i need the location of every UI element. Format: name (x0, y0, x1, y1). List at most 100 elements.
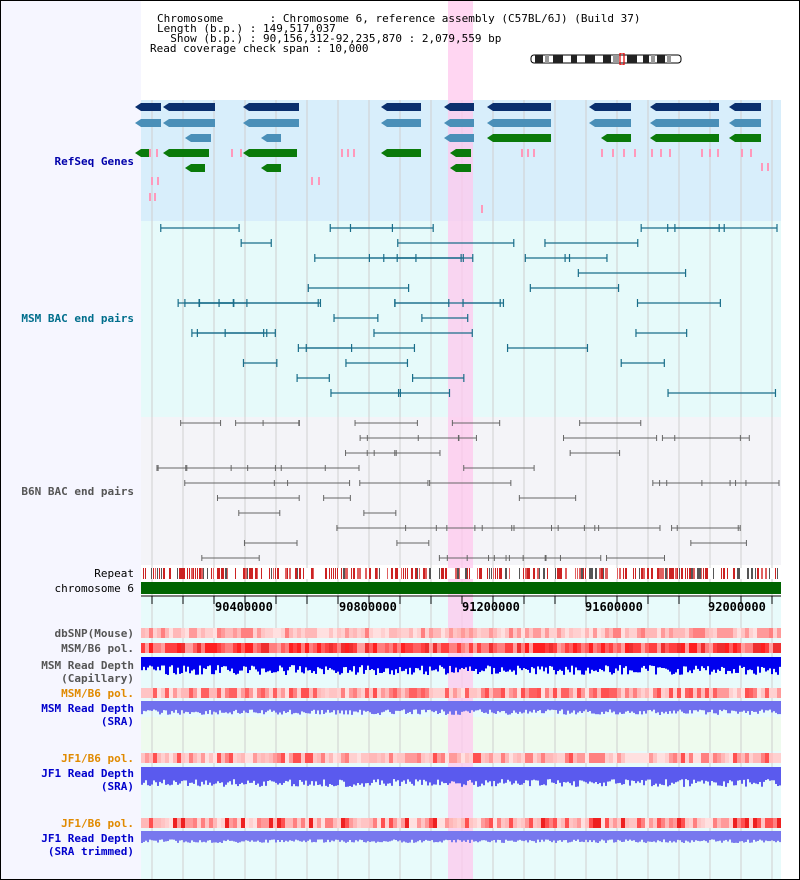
msm-b6-pol-sra-heat (169, 688, 173, 698)
jf1-read-depth-bar (215, 767, 217, 784)
jf1-read-depth-bar (617, 767, 619, 784)
track-label-column (1, 1, 141, 879)
jf1-read-depth-bar (775, 767, 777, 784)
msm-b6-pol-sra-label[interactable]: MSM/B6 pol. (61, 687, 134, 700)
jf1-b6-pol-heat (189, 753, 193, 763)
axis-tick-label: 91600000 (585, 600, 643, 614)
jf1-read-depth-trimmed-bar (529, 831, 531, 841)
gene-block (387, 149, 421, 157)
jf1-read-depth-bar (429, 767, 431, 783)
jf1-read-depth-trimmed-bar (645, 831, 647, 843)
dbsnp-heat (337, 628, 341, 638)
refseq-genes-label[interactable]: RefSeq Genes (54, 155, 134, 168)
msm-read-depth-capillary-bar (195, 657, 197, 675)
dbsnp-heat (149, 628, 153, 638)
jf1-read-depth-trimmed-bar (211, 831, 213, 843)
msm-read-depth-sra-bar (411, 701, 413, 715)
jf1-b6-pol-trimmed-heat (761, 818, 765, 828)
repeat-element (769, 568, 770, 579)
dbsnp-heat (633, 628, 637, 638)
msm-read-depth-capillary-bar (405, 657, 407, 669)
jf1-read-depth-bar (293, 767, 295, 785)
jf1-b6-pol-heat (253, 753, 257, 763)
jf1-read-depth-label[interactable]: JF1 Read Depth (41, 767, 134, 780)
b6n-bac-label[interactable]: B6N BAC end pairs (21, 485, 134, 498)
jf1-b6-pol-heat (413, 753, 417, 763)
jf1-read-depth-trimmed-bar (397, 831, 399, 842)
dbsnp-heat (165, 628, 169, 638)
jf1-b6-pol-trimmed-heat (465, 818, 469, 828)
dbsnp-heat (593, 628, 597, 638)
jf1-read-depth-bar (299, 767, 301, 781)
jf1-read-depth-bar (375, 767, 377, 783)
msm-b6-pol-sra-heat (437, 688, 441, 698)
jf1-read-depth-trimmed-bar (169, 831, 171, 840)
repeat-element (469, 568, 470, 579)
msm-b6-pol-sra-heat (685, 688, 689, 698)
dbsnp-heat (541, 628, 545, 638)
msm-read-depth-sra-bar (765, 701, 767, 711)
jf1-b6-pol-label[interactable]: JF1/B6 pol. (61, 752, 134, 765)
msm-read-depth-sra-bar (729, 701, 731, 714)
msm-read-depth-capillary-bar (249, 657, 251, 671)
jf1-b6-pol-heat (209, 753, 213, 763)
dbsnp-heat (721, 628, 725, 638)
msm-b6-pol-sra-heat (761, 688, 765, 698)
msm-read-depth-sra-bar (229, 701, 231, 713)
msm-bac-label[interactable]: MSM BAC end pairs (21, 312, 134, 325)
msm-read-depth-capillary-bar (191, 657, 193, 671)
dbsnp-heat (569, 628, 573, 638)
repeat-element (337, 568, 338, 579)
msm-read-depth-capillary-label[interactable]: MSM Read Depth (41, 659, 134, 672)
jf1-read-depth-bar (579, 767, 581, 781)
jf1-read-depth-trimmed-bar (285, 831, 287, 841)
msm-read-depth-capillary-bar (237, 657, 239, 674)
msm-b6-pol-capillary-heat (221, 643, 225, 653)
jf1-read-depth-bar (511, 767, 513, 785)
dbsnp-label[interactable]: dbSNP(Mouse) (54, 627, 134, 640)
gene-strand-arrow (444, 134, 450, 142)
msm-b6-pol-capillary-label[interactable]: MSM/B6 pol. (61, 642, 134, 655)
msm-b6-pol-sra-heat (733, 688, 737, 698)
repeat-element (439, 568, 440, 579)
msm-b6-pol-capillary-heat (561, 643, 565, 653)
jf1-read-depth-bar (231, 767, 233, 785)
jf1-read-depth-bar (637, 767, 639, 782)
jf1-read-depth-trimmed-bar (597, 831, 599, 843)
msm-b6-pol-sra-heat (769, 688, 773, 698)
jf1-read-depth-trimmed-bar (225, 831, 227, 842)
msm-b6-pol-capillary-heat (397, 643, 401, 653)
repeat-element (501, 568, 502, 579)
jf1-read-depth-bar (711, 767, 713, 782)
msm-read-depth-sra-bar (325, 701, 327, 713)
msm-read-depth-sra-bar (609, 701, 611, 710)
msm-read-depth-sra-bar (183, 701, 185, 714)
msm-read-depth-capillary-bar (347, 657, 349, 673)
repeat-element (477, 568, 478, 579)
msm-b6-pol-sra-heat (157, 688, 161, 698)
repeat-element (525, 568, 527, 579)
msm-b6-pol-capillary-heat (557, 643, 561, 653)
selected-region-highlight[interactable] (448, 1, 473, 879)
jf1-b6-pol-trimmed-label[interactable]: JF1/B6 pol. (61, 817, 134, 830)
chromosome-ideogram[interactable] (529, 53, 685, 65)
jf1-read-depth-bar (417, 767, 419, 782)
msm-read-depth-capillary-bar (743, 657, 745, 667)
jf1-read-depth-bar (169, 767, 171, 786)
repeat-element (377, 568, 378, 579)
msm-b6-pol-sra-heat (281, 688, 285, 698)
jf1-read-depth-trimmed-bar (481, 831, 483, 841)
gene-strand-arrow (589, 119, 595, 127)
jf1-read-depth-trimmed-bar (163, 831, 165, 842)
jf1-read-depth-trimmed-bar (333, 831, 335, 842)
msm-b6-pol-sra-heat (561, 688, 565, 698)
jf1-read-depth-bar (611, 767, 613, 780)
jf1-b6-pol-trimmed-heat (489, 818, 493, 828)
dbsnp-heat (453, 628, 457, 638)
jf1-read-depth-trimmed-label[interactable]: JF1 Read Depth (41, 832, 134, 845)
msm-read-depth-sra-label[interactable]: MSM Read Depth (41, 702, 134, 715)
dbsnp-heat (441, 628, 445, 638)
msm-read-depth-capillary-bar (565, 657, 567, 667)
jf1-b6-pol-trimmed-heat (141, 818, 145, 828)
